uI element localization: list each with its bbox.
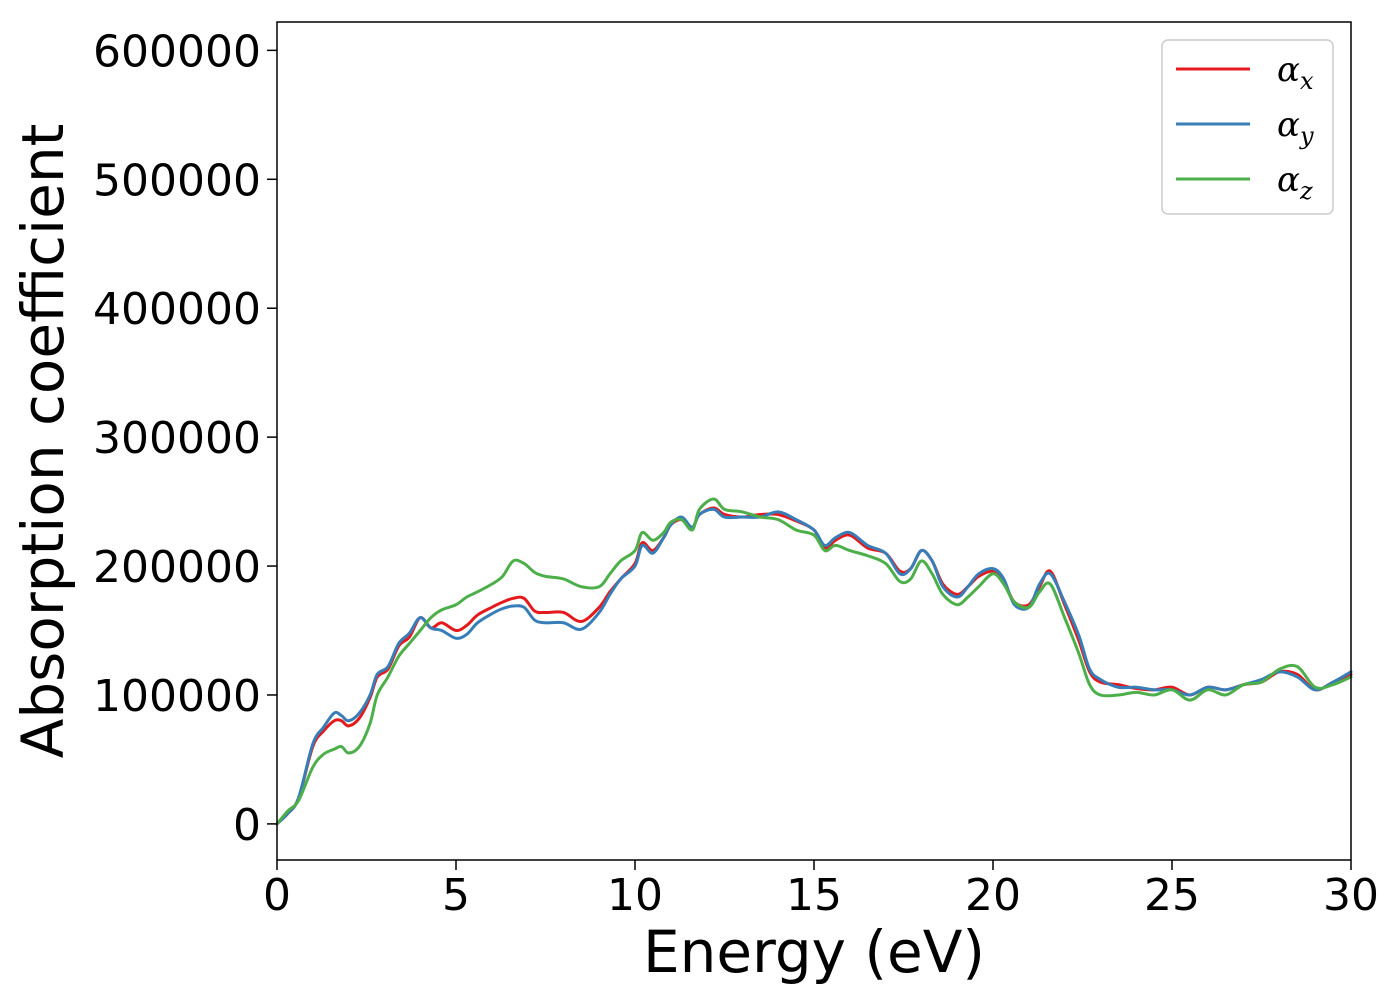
x-axis-ticks: 0 5 10 15 20 25 30 [263, 860, 1379, 921]
y-tick-label: 400000 [93, 284, 261, 335]
x-axis-label: Energy (eV) [643, 918, 985, 986]
x-tick-label: 30 [1323, 870, 1379, 921]
series-line-alpha-y [275, 507, 1353, 826]
y-tick-label: 300000 [93, 413, 261, 464]
y-axis-ticks: 0 100000 200000 300000 400000 500000 600000 [93, 26, 277, 851]
x-tick-label: 20 [965, 870, 1021, 921]
series-line-alpha-z [275, 497, 1353, 826]
x-tick-label: 5 [442, 870, 470, 921]
y-tick-label: 200000 [93, 542, 261, 593]
y-axis-label: Absorption coefficient [9, 124, 77, 759]
plot-lines [275, 497, 1353, 826]
y-tick-label: 0 [233, 800, 261, 851]
x-tick-label: 10 [607, 870, 663, 921]
y-tick-label: 600000 [93, 26, 261, 77]
series-line-alpha-x [275, 506, 1353, 826]
y-tick-label: 100000 [93, 671, 261, 722]
x-tick-label: 25 [1144, 870, 1200, 921]
legend-box [1161, 39, 1334, 215]
y-tick-label: 500000 [93, 155, 261, 206]
x-tick-label: 0 [263, 870, 291, 921]
x-tick-label: 15 [786, 870, 842, 921]
